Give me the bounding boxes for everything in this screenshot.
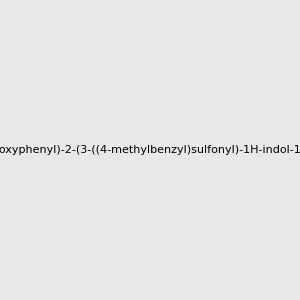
Text: N-(3,4-dimethoxyphenyl)-2-(3-((4-methylbenzyl)sulfonyl)-1H-indol-1-yl)acetamide: N-(3,4-dimethoxyphenyl)-2-(3-((4-methylb… [0,145,300,155]
